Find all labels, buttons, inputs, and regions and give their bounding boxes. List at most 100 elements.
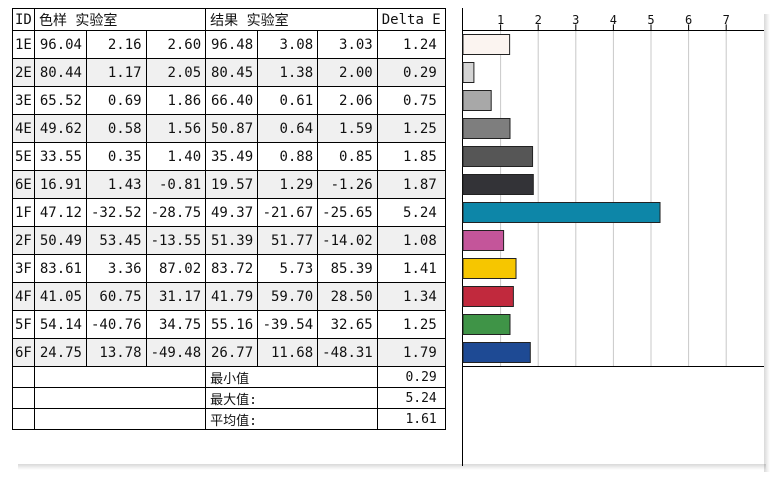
sample-l-value: 24.75 xyxy=(34,338,87,367)
sample-l-value: 41.05 xyxy=(34,282,87,311)
table-row: 1E 96.04 2.16 2.60 96.48 3.08 3.03 1.24 xyxy=(12,30,446,59)
result-b-value: 28.50 xyxy=(317,282,378,311)
bar-1E xyxy=(462,34,511,55)
result-l-value: 41.79 xyxy=(205,282,259,311)
delta-e-value: 1.34 xyxy=(376,282,446,311)
result-b-value: -48.31 xyxy=(317,338,378,367)
sample-b-value: -28.75 xyxy=(145,198,207,227)
sample-l-value: 47.12 xyxy=(34,198,87,227)
result-l-value: 49.37 xyxy=(205,198,259,227)
patch-id: 3E xyxy=(12,86,35,115)
summary-label: 平均值: xyxy=(205,408,378,430)
x-tick-label: 3 xyxy=(572,13,579,27)
result-a-value: 3.08 xyxy=(257,30,319,59)
table-row: 4F 41.05 60.75 31.17 41.79 59.70 28.50 1.34 xyxy=(12,282,446,311)
sample-a-value: 1.17 xyxy=(86,58,147,87)
result-a-value: 0.88 xyxy=(257,142,319,171)
sample-a-value: 13.78 xyxy=(86,338,147,367)
x-tick-label: 2 xyxy=(535,13,542,27)
patch-id: 4E xyxy=(12,114,35,143)
delta-e-value: 1.87 xyxy=(376,170,446,199)
delta-e-value: 1.79 xyxy=(376,338,446,367)
sample-b-value: 31.17 xyxy=(145,282,207,311)
summary-row: 最大值: 5.24 xyxy=(12,387,446,409)
result-b-value: 32.65 xyxy=(317,310,378,339)
bar-3E xyxy=(462,90,492,111)
result-b-value: 85.39 xyxy=(317,254,378,283)
table-row: 6F 24.75 13.78 -49.48 26.77 11.68 -48.31 1.79 xyxy=(12,338,446,367)
patch-id: 5F xyxy=(12,310,35,339)
result-a-value: 11.68 xyxy=(257,338,319,367)
patch-id: 4F xyxy=(12,282,35,311)
table-row: 6E 16.91 1.43 -0.81 19.57 1.29 -1.26 1.87 xyxy=(12,170,446,199)
table-row: 4E 49.62 0.58 1.56 50.87 0.64 1.59 1.25 xyxy=(12,114,446,143)
result-a-value: 51.77 xyxy=(257,226,319,255)
table-row: 1F 47.12 -32.52 -28.75 49.37 -21.67 -25.65 5.24 xyxy=(12,198,446,227)
result-b-value: 2.06 xyxy=(317,86,378,115)
result-a-value: -21.67 xyxy=(257,198,319,227)
result-b-value: -1.26 xyxy=(317,170,378,199)
x-tick-label: 7 xyxy=(723,13,730,27)
table-row: 2F 50.49 53.45 -13.55 51.39 51.77 -14.02 1.08 xyxy=(12,226,446,255)
table-row: 2E 80.44 1.17 2.05 80.45 1.38 2.00 0.29 xyxy=(12,58,446,87)
sample-a-value: 3.36 xyxy=(86,254,147,283)
bar-5F xyxy=(462,314,511,335)
summary-blank-sample xyxy=(33,387,207,409)
sample-l-value: 50.49 xyxy=(34,226,87,255)
sample-a-value: 60.75 xyxy=(86,282,147,311)
sample-a-value: 53.45 xyxy=(86,226,147,255)
result-b-value: 0.85 xyxy=(317,142,378,171)
result-l-value: 80.45 xyxy=(205,58,259,87)
header-result-lab: 结果 实验室 xyxy=(205,8,378,31)
delta-e-value: 1.25 xyxy=(376,114,446,143)
frame-shadow-bottom xyxy=(18,464,766,470)
bar-6E xyxy=(462,174,534,195)
table-row: 5F 54.14 -40.76 34.75 55.16 -39.54 32.65 1.25 xyxy=(12,310,446,339)
summary-blank-id xyxy=(12,366,35,388)
summary-value: 5.24 xyxy=(376,387,446,409)
summary-blank-sample xyxy=(33,366,207,388)
sample-b-value: 2.60 xyxy=(145,30,207,59)
patch-id: 5E xyxy=(12,142,35,171)
delta-e-value: 0.75 xyxy=(376,86,446,115)
summary-blank-id xyxy=(12,387,35,409)
result-a-value: 0.64 xyxy=(257,114,319,143)
result-l-value: 66.40 xyxy=(205,86,259,115)
result-a-value: -39.54 xyxy=(257,310,319,339)
sample-l-value: 16.91 xyxy=(34,170,87,199)
sample-l-value: 49.62 xyxy=(34,114,87,143)
result-l-value: 83.72 xyxy=(205,254,259,283)
delta-e-value: 1.08 xyxy=(376,226,446,255)
summary-blank-sample xyxy=(33,408,207,430)
summary-value: 1.61 xyxy=(376,408,446,430)
sample-l-value: 33.55 xyxy=(34,142,87,171)
bar-2E xyxy=(462,62,475,83)
result-l-value: 35.49 xyxy=(205,142,259,171)
result-a-value: 1.38 xyxy=(257,58,319,87)
header-delta-e: Delta E xyxy=(376,8,446,31)
result-l-value: 19.57 xyxy=(205,170,259,199)
header-row: ID 色样 实验室 结果 实验室 Delta E xyxy=(12,8,446,31)
sample-b-value: 1.56 xyxy=(145,114,207,143)
delta-e-value: 1.41 xyxy=(376,254,446,283)
x-tick-label: 5 xyxy=(647,13,654,27)
result-l-value: 96.48 xyxy=(205,30,259,59)
delta-e-value: 0.29 xyxy=(376,58,446,87)
table-row: 3F 83.61 3.36 87.02 83.72 5.73 85.39 1.41 xyxy=(12,254,446,283)
patch-id: 1F xyxy=(12,198,35,227)
summary-label: 最小值 xyxy=(205,366,378,388)
sample-l-value: 96.04 xyxy=(34,30,87,59)
patch-id: 2E xyxy=(12,58,35,87)
frame-shadow-right xyxy=(764,14,770,472)
summary-row: 平均值: 1.61 xyxy=(12,408,446,430)
delta-e-value: 1.85 xyxy=(376,142,446,171)
delta-e-value: 5.24 xyxy=(376,198,446,227)
bar-5E xyxy=(462,146,534,167)
sample-l-value: 83.61 xyxy=(34,254,87,283)
color-accuracy-table: ID 色样 实验室 结果 实验室 Delta E 1E 96.04 2.16 2.60… xyxy=(12,8,446,430)
result-b-value: -25.65 xyxy=(317,198,378,227)
bar-3F xyxy=(462,258,517,279)
result-l-value: 55.16 xyxy=(205,310,259,339)
result-a-value: 5.73 xyxy=(257,254,319,283)
sample-b-value: -49.48 xyxy=(145,338,207,367)
